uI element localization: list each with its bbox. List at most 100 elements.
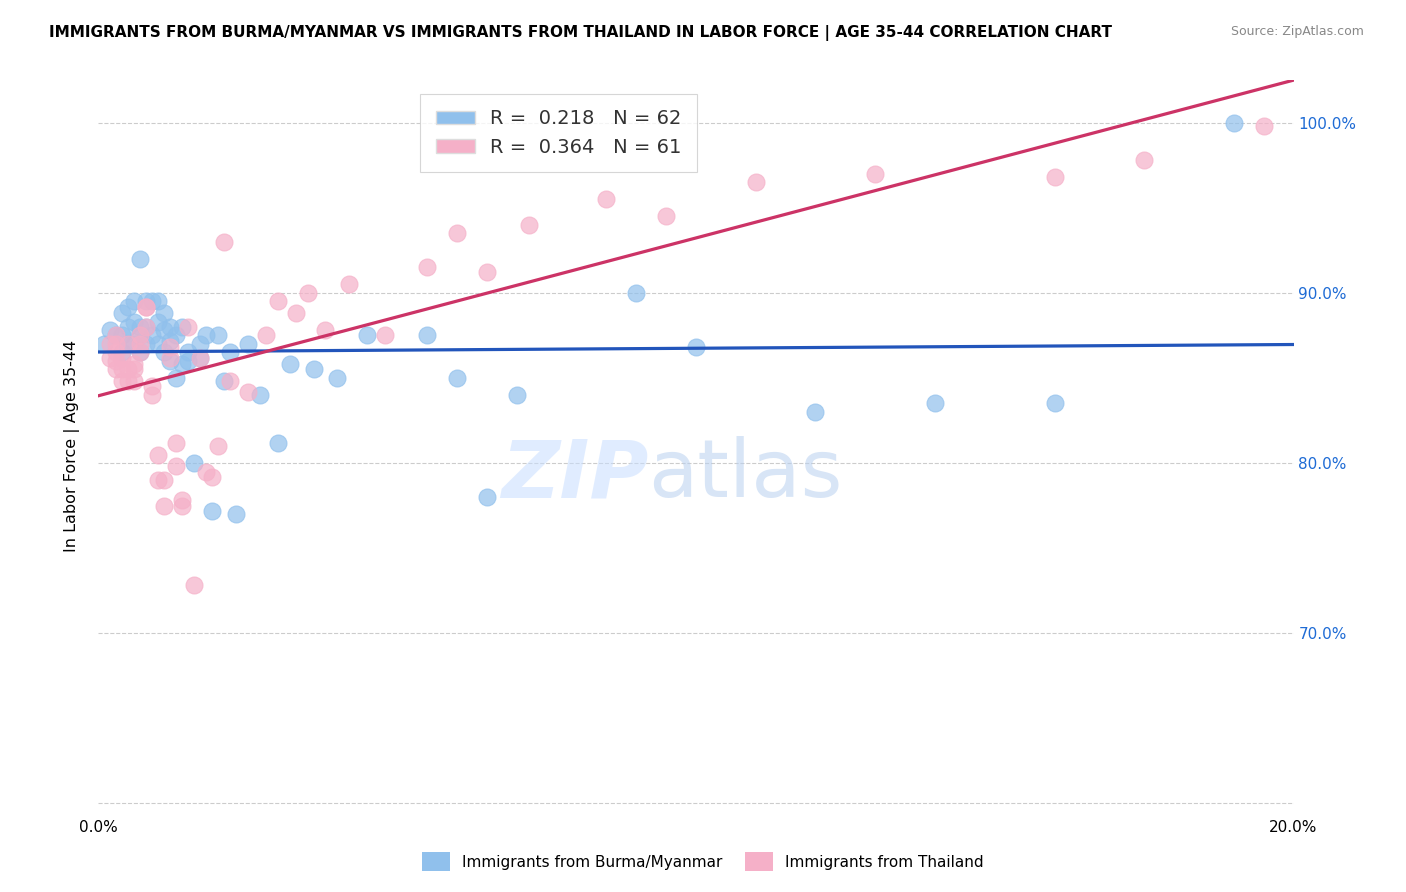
Point [98,323,122,337]
Point [278,357,301,371]
Point [129,328,152,343]
Point [117,300,139,314]
Point [117,320,139,334]
Point [111,375,134,389]
Point [141,379,163,393]
Point [135,320,157,334]
Point [655,210,678,224]
Point [236,337,259,351]
Point [302,362,325,376]
Point [201,469,224,483]
Point [124,337,146,351]
Point [183,578,205,592]
Point [117,337,139,351]
Point [212,375,235,389]
Point [212,235,235,249]
Point [685,340,707,354]
Point [124,315,146,329]
Legend: R =  0.218   N = 62, R =  0.364   N = 61: R = 0.218 N = 62, R = 0.364 N = 61 [420,94,697,172]
Point [165,435,187,450]
Point [207,439,229,453]
Point [135,320,157,334]
Point [506,388,529,402]
Point [124,362,146,376]
Legend: Immigrants from Burma/Myanmar, Immigrants from Thailand: Immigrants from Burma/Myanmar, Immigrant… [416,847,990,877]
Point [129,345,152,359]
Point [207,328,229,343]
Point [626,285,648,300]
Point [124,375,146,389]
Point [172,320,194,334]
Point [172,357,194,371]
Point [117,337,139,351]
Point [93,337,115,351]
Point [135,300,157,314]
Point [141,328,163,343]
Point [188,351,211,365]
Point [105,328,128,343]
Point [98,351,122,365]
Point [105,354,128,368]
Point [356,328,378,343]
Point [124,294,146,309]
Point [236,384,259,399]
Point [219,345,242,359]
Y-axis label: In Labor Force | Age 35-44: In Labor Force | Age 35-44 [63,340,80,552]
Point [177,345,200,359]
Point [267,435,290,450]
Point [141,388,163,402]
Point [124,357,146,371]
Point [745,175,768,189]
Point [1253,119,1275,133]
Point [129,328,152,343]
Point [326,371,349,385]
Point [135,300,157,314]
Point [804,405,827,419]
Point [148,337,170,351]
Point [201,503,224,517]
Point [177,320,200,334]
Point [188,337,211,351]
Point [159,334,181,348]
Point [159,354,181,368]
Text: atlas: atlas [648,436,842,515]
Point [159,340,181,354]
Point [1133,153,1156,168]
Point [297,285,319,300]
Point [148,294,170,309]
Point [165,371,187,385]
Point [517,218,540,232]
Point [135,294,157,309]
Point [172,493,194,508]
Point [416,260,439,275]
Point [117,375,139,389]
Point [153,306,176,320]
Point [284,306,307,320]
Point [141,294,163,309]
Point [225,507,247,521]
Point [595,192,617,206]
Point [188,351,211,365]
Point [153,323,176,337]
Point [475,490,498,504]
Point [148,473,170,487]
Point [111,306,134,320]
Text: ZIP: ZIP [501,436,648,515]
Point [374,328,396,343]
Point [315,323,337,337]
Point [153,499,176,513]
Point [105,345,128,359]
Point [183,456,205,470]
Point [153,473,176,487]
Point [339,277,361,292]
Text: IMMIGRANTS FROM BURMA/MYANMAR VS IMMIGRANTS FROM THAILAND IN LABOR FORCE | AGE 3: IMMIGRANTS FROM BURMA/MYANMAR VS IMMIGRA… [49,25,1112,41]
Point [446,371,468,385]
Point [267,294,290,309]
Point [219,375,242,389]
Point [195,328,218,343]
Point [172,499,194,513]
Point [165,328,187,343]
Point [153,345,176,359]
Point [129,337,152,351]
Point [177,354,200,368]
